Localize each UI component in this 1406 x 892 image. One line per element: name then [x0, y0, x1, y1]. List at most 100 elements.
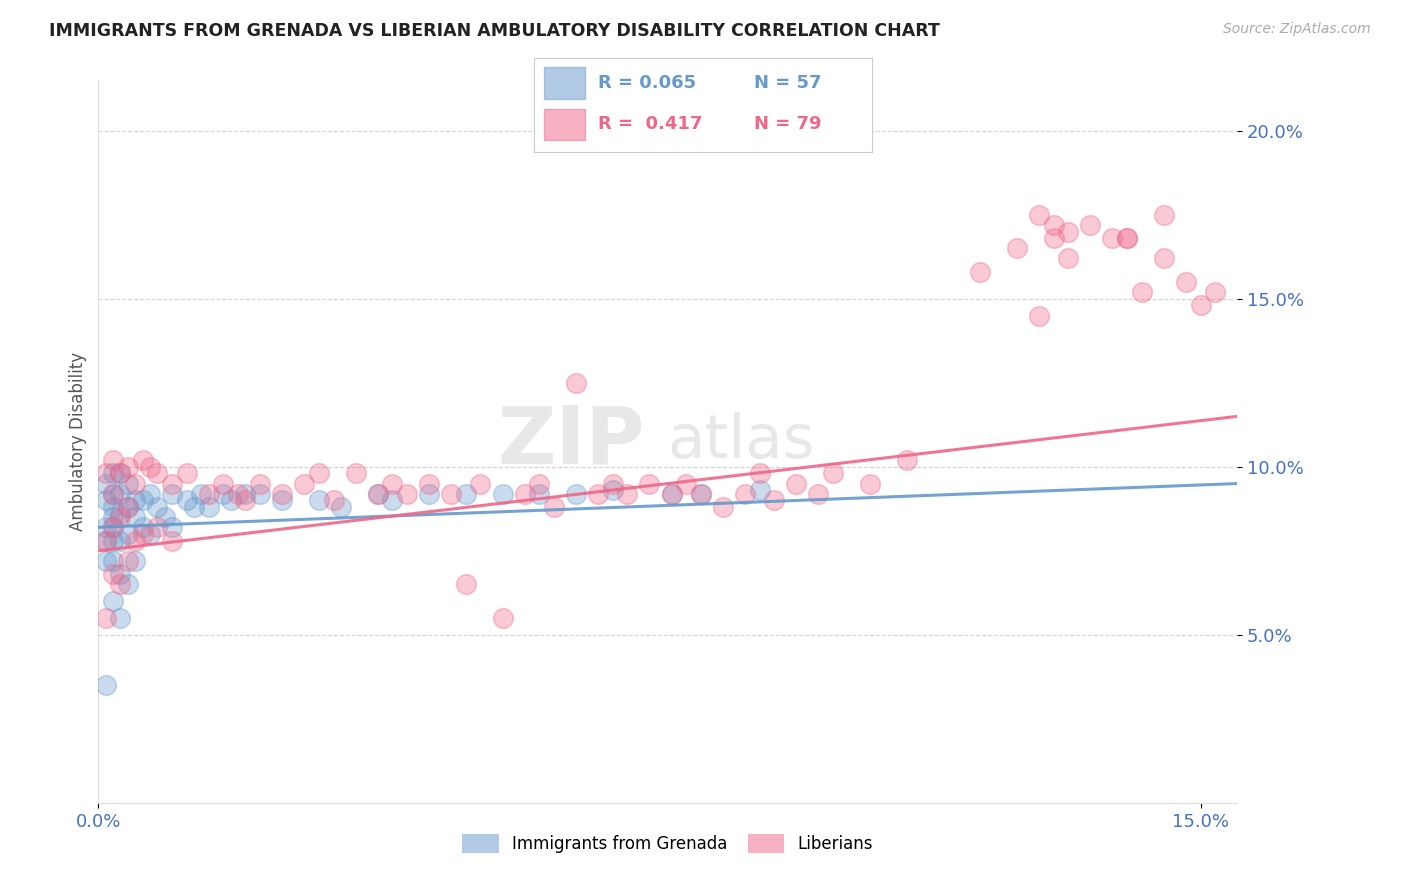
- Point: [94, 533, 117, 548]
- Point: [117, 476, 139, 491]
- Point: [94, 554, 117, 568]
- Point: [94, 467, 117, 481]
- Point: [367, 486, 389, 500]
- Point: [1005, 241, 1028, 255]
- Point: [101, 567, 124, 582]
- Point: [131, 527, 153, 541]
- Point: [190, 486, 212, 500]
- Point: [131, 520, 153, 534]
- Point: [690, 486, 713, 500]
- Point: [292, 476, 315, 491]
- Point: [101, 533, 124, 548]
- Point: [763, 493, 786, 508]
- Point: [675, 476, 697, 491]
- Text: Source: ZipAtlas.com: Source: ZipAtlas.com: [1223, 22, 1371, 37]
- Point: [616, 486, 638, 500]
- Point: [748, 467, 770, 481]
- Text: ZIP: ZIP: [498, 402, 645, 481]
- Point: [124, 510, 146, 524]
- Point: [139, 486, 162, 500]
- Point: [1057, 252, 1080, 266]
- Legend: Immigrants from Grenada, Liberians: Immigrants from Grenada, Liberians: [456, 827, 880, 860]
- Point: [859, 476, 882, 491]
- Point: [131, 453, 153, 467]
- Point: [117, 577, 139, 591]
- Point: [219, 493, 242, 508]
- Point: [139, 527, 162, 541]
- Point: [381, 493, 404, 508]
- Point: [139, 459, 162, 474]
- Point: [101, 510, 124, 524]
- Point: [529, 476, 551, 491]
- Point: [197, 486, 219, 500]
- Point: [785, 476, 807, 491]
- Text: R =  0.417: R = 0.417: [599, 115, 703, 134]
- Point: [117, 500, 139, 514]
- Point: [565, 376, 588, 390]
- Point: [271, 486, 294, 500]
- Point: [586, 486, 609, 500]
- Text: N = 57: N = 57: [754, 74, 821, 92]
- Point: [110, 611, 132, 625]
- Point: [1130, 285, 1153, 299]
- Point: [101, 594, 124, 608]
- Text: atlas: atlas: [668, 412, 815, 471]
- Point: [117, 554, 139, 568]
- Point: [1153, 252, 1175, 266]
- Point: [117, 527, 139, 541]
- Point: [1101, 231, 1123, 245]
- Point: [212, 486, 235, 500]
- Point: [117, 459, 139, 474]
- Point: [226, 486, 249, 500]
- Point: [160, 486, 183, 500]
- Point: [807, 486, 830, 500]
- Point: [101, 520, 124, 534]
- Point: [470, 476, 492, 491]
- Point: [1042, 231, 1064, 245]
- Point: [146, 467, 169, 481]
- Point: [110, 467, 132, 481]
- Point: [418, 486, 440, 500]
- Point: [602, 476, 624, 491]
- Point: [183, 500, 205, 514]
- Point: [110, 567, 132, 582]
- Point: [249, 476, 271, 491]
- Point: [1189, 298, 1212, 312]
- Point: [308, 493, 330, 508]
- Point: [1057, 225, 1080, 239]
- Point: [160, 520, 183, 534]
- Point: [117, 500, 139, 514]
- Point: [94, 493, 117, 508]
- Bar: [544, 109, 585, 140]
- Text: N = 79: N = 79: [754, 115, 821, 134]
- Point: [94, 533, 117, 548]
- Point: [661, 486, 683, 500]
- Point: [367, 486, 389, 500]
- Point: [543, 500, 565, 514]
- Point: [110, 467, 132, 481]
- Point: [212, 476, 235, 491]
- Point: [146, 520, 169, 534]
- Text: IMMIGRANTS FROM GRENADA VS LIBERIAN AMBULATORY DISABILITY CORRELATION CHART: IMMIGRANTS FROM GRENADA VS LIBERIAN AMBU…: [49, 22, 941, 40]
- Point: [322, 493, 344, 508]
- Point: [146, 500, 169, 514]
- Point: [491, 611, 513, 625]
- Point: [235, 493, 257, 508]
- Point: [160, 533, 183, 548]
- Point: [308, 467, 330, 481]
- Point: [690, 486, 713, 500]
- Point: [748, 483, 770, 498]
- Point: [101, 453, 124, 467]
- Point: [101, 554, 124, 568]
- Bar: [544, 68, 585, 99]
- Point: [124, 533, 146, 548]
- Point: [176, 467, 198, 481]
- Point: [896, 453, 918, 467]
- Point: [565, 486, 588, 500]
- Point: [249, 486, 271, 500]
- Point: [440, 486, 463, 500]
- Point: [1042, 218, 1064, 232]
- Point: [235, 486, 257, 500]
- Point: [1028, 208, 1050, 222]
- Point: [94, 678, 117, 692]
